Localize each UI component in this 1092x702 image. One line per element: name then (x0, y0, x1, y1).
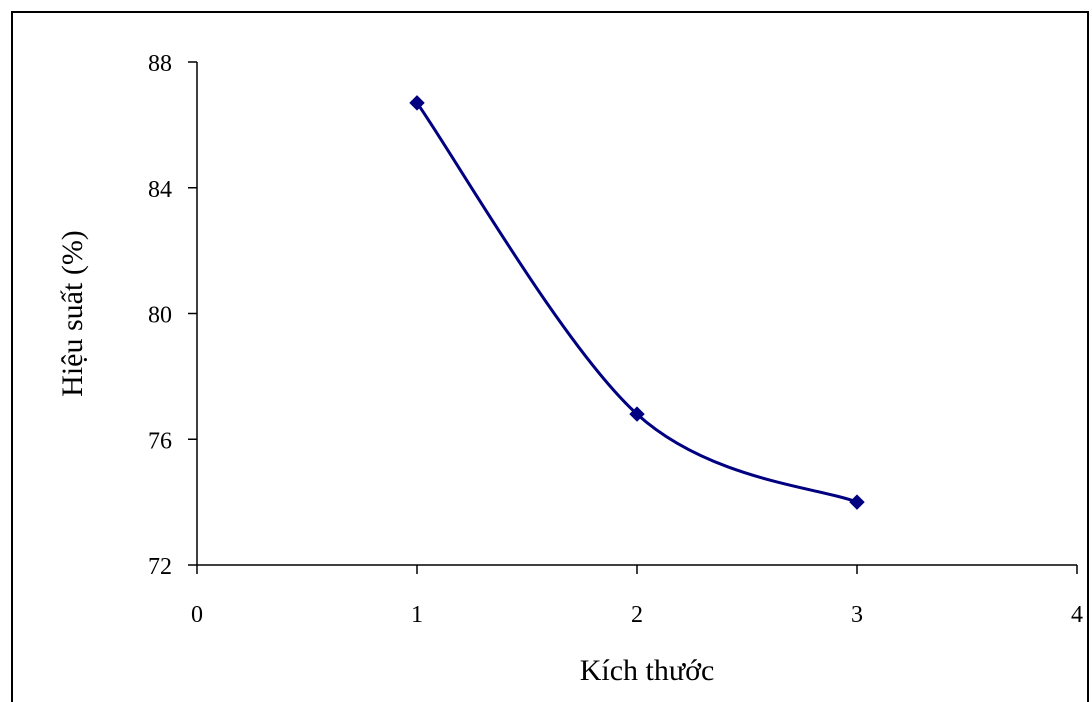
x-ticks: 0 1 2 3 4 (191, 565, 1083, 628)
y-axis-title: Hiệu suất (%) (56, 230, 89, 397)
x-tick-label: 1 (411, 602, 423, 628)
y-tick-label: 76 (148, 428, 172, 454)
y-tick-label: 84 (148, 177, 172, 203)
series-group (409, 95, 865, 510)
series-line (415, 102, 858, 504)
y-tick-label: 80 (148, 303, 172, 329)
data-point-marker (849, 494, 865, 510)
x-tick-label: 3 (851, 602, 863, 628)
y-tick-label: 88 (148, 51, 172, 77)
y-tick-label: 72 (148, 554, 172, 580)
data-point-marker (409, 95, 425, 111)
axes (196, 62, 1077, 566)
x-tick-label: 0 (191, 602, 203, 628)
y-ticks: 72 76 80 84 88 (148, 51, 197, 580)
x-axis-title: Kích thước (580, 654, 715, 687)
chart-border (11, 11, 1089, 702)
x-tick-label: 2 (631, 602, 643, 628)
data-point-marker (629, 406, 645, 422)
x-tick-label: 4 (1071, 602, 1083, 628)
